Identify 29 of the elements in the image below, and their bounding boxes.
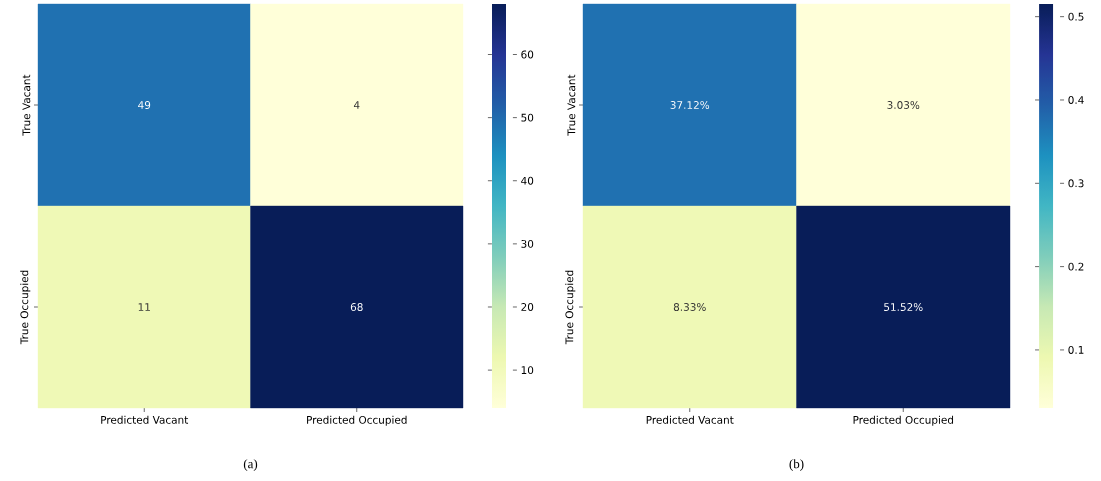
color-bar-label: 20 bbox=[521, 303, 534, 311]
data-label: 11 bbox=[138, 303, 150, 311]
color-bar-label: 40 bbox=[521, 176, 534, 185]
color-bar-label: 0.3 bbox=[1068, 179, 1084, 188]
color-bar-label: 0.1 bbox=[1068, 345, 1084, 354]
y-tick-label: True Occupied bbox=[565, 270, 576, 345]
color-bar-label: 60 bbox=[521, 50, 534, 59]
x-tick-label: Predicted Occupied bbox=[853, 415, 954, 426]
x-tick-label: Predicted Vacant bbox=[646, 415, 734, 424]
color-bar-label: 10 bbox=[521, 366, 534, 375]
data-label: 8.33% bbox=[673, 303, 706, 311]
color-bar-label: 0.2 bbox=[1068, 262, 1084, 271]
y-tick-label: True Vacant bbox=[567, 74, 576, 136]
y-tick-label: True Occupied bbox=[20, 270, 31, 345]
data-label: 49 bbox=[138, 101, 151, 109]
x-tick-label: Predicted Occupied bbox=[307, 415, 407, 426]
y-tick-label: True Vacant bbox=[22, 74, 31, 136]
data-label: 37.12% bbox=[670, 101, 710, 109]
text: (b) bbox=[789, 459, 804, 471]
color-bar-label: 0.5 bbox=[1068, 12, 1084, 21]
data-label: 3.03% bbox=[887, 101, 920, 109]
text: (a) bbox=[243, 459, 258, 471]
data-label: 68 bbox=[350, 303, 363, 311]
color-bar-label: 0.4 bbox=[1068, 96, 1084, 104]
color-bar-label: 50 bbox=[521, 113, 534, 122]
x-tick-label: Predicted Vacant bbox=[101, 415, 189, 424]
color-bar-label: 30 bbox=[521, 239, 534, 248]
data-label: 51.52% bbox=[884, 303, 923, 311]
data-label: 4 bbox=[353, 101, 360, 109]
